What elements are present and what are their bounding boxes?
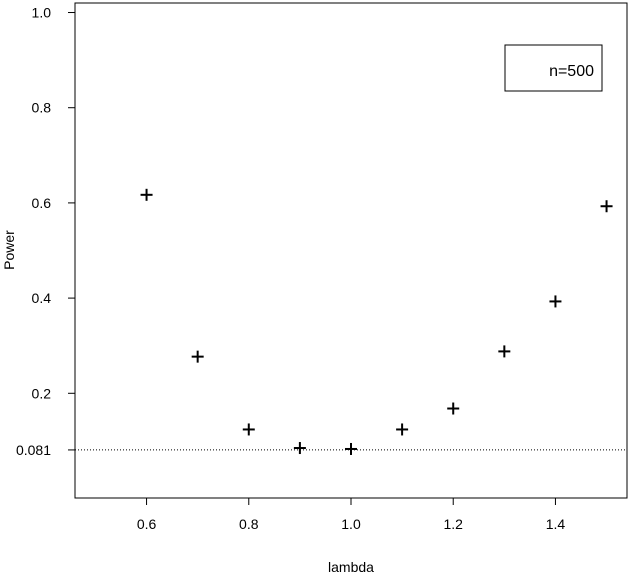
x-axis-label: lambda	[328, 559, 374, 575]
data-point	[600, 200, 613, 213]
data-points	[140, 188, 613, 455]
data-point	[396, 423, 409, 436]
x-axis: 0.6 0.8 1.0 1.2 1.4	[137, 498, 566, 532]
x-tick-label: 1.2	[443, 516, 463, 532]
legend-label: n=500	[549, 63, 594, 80]
legend-box	[504, 44, 603, 92]
y-tick-label: 0.2	[32, 385, 52, 401]
data-point	[293, 442, 306, 455]
data-point	[447, 402, 460, 415]
data-point	[140, 188, 153, 201]
x-tick-label: 1.4	[546, 516, 566, 532]
y-tick-label: 1.0	[32, 5, 52, 21]
y-axis-label: Power	[1, 230, 17, 270]
x-tick-label: 1.0	[341, 516, 361, 532]
data-point	[191, 350, 204, 363]
y-tick-label: 0.8	[32, 100, 52, 116]
y-tick-label: 0.4	[32, 290, 52, 306]
legend: n=500	[504, 44, 603, 92]
y-tick-label: 0.6	[32, 195, 52, 211]
y-axis: 0.081 0.2 0.4 0.6 0.8 1.0	[16, 5, 75, 458]
data-point	[345, 442, 357, 455]
y-tick-label: 0.081	[16, 442, 51, 458]
x-tick-label: 0.6	[137, 516, 157, 532]
data-point	[498, 345, 511, 358]
data-point	[242, 423, 255, 436]
data-point	[549, 295, 562, 308]
x-tick-label: 0.8	[239, 516, 259, 532]
